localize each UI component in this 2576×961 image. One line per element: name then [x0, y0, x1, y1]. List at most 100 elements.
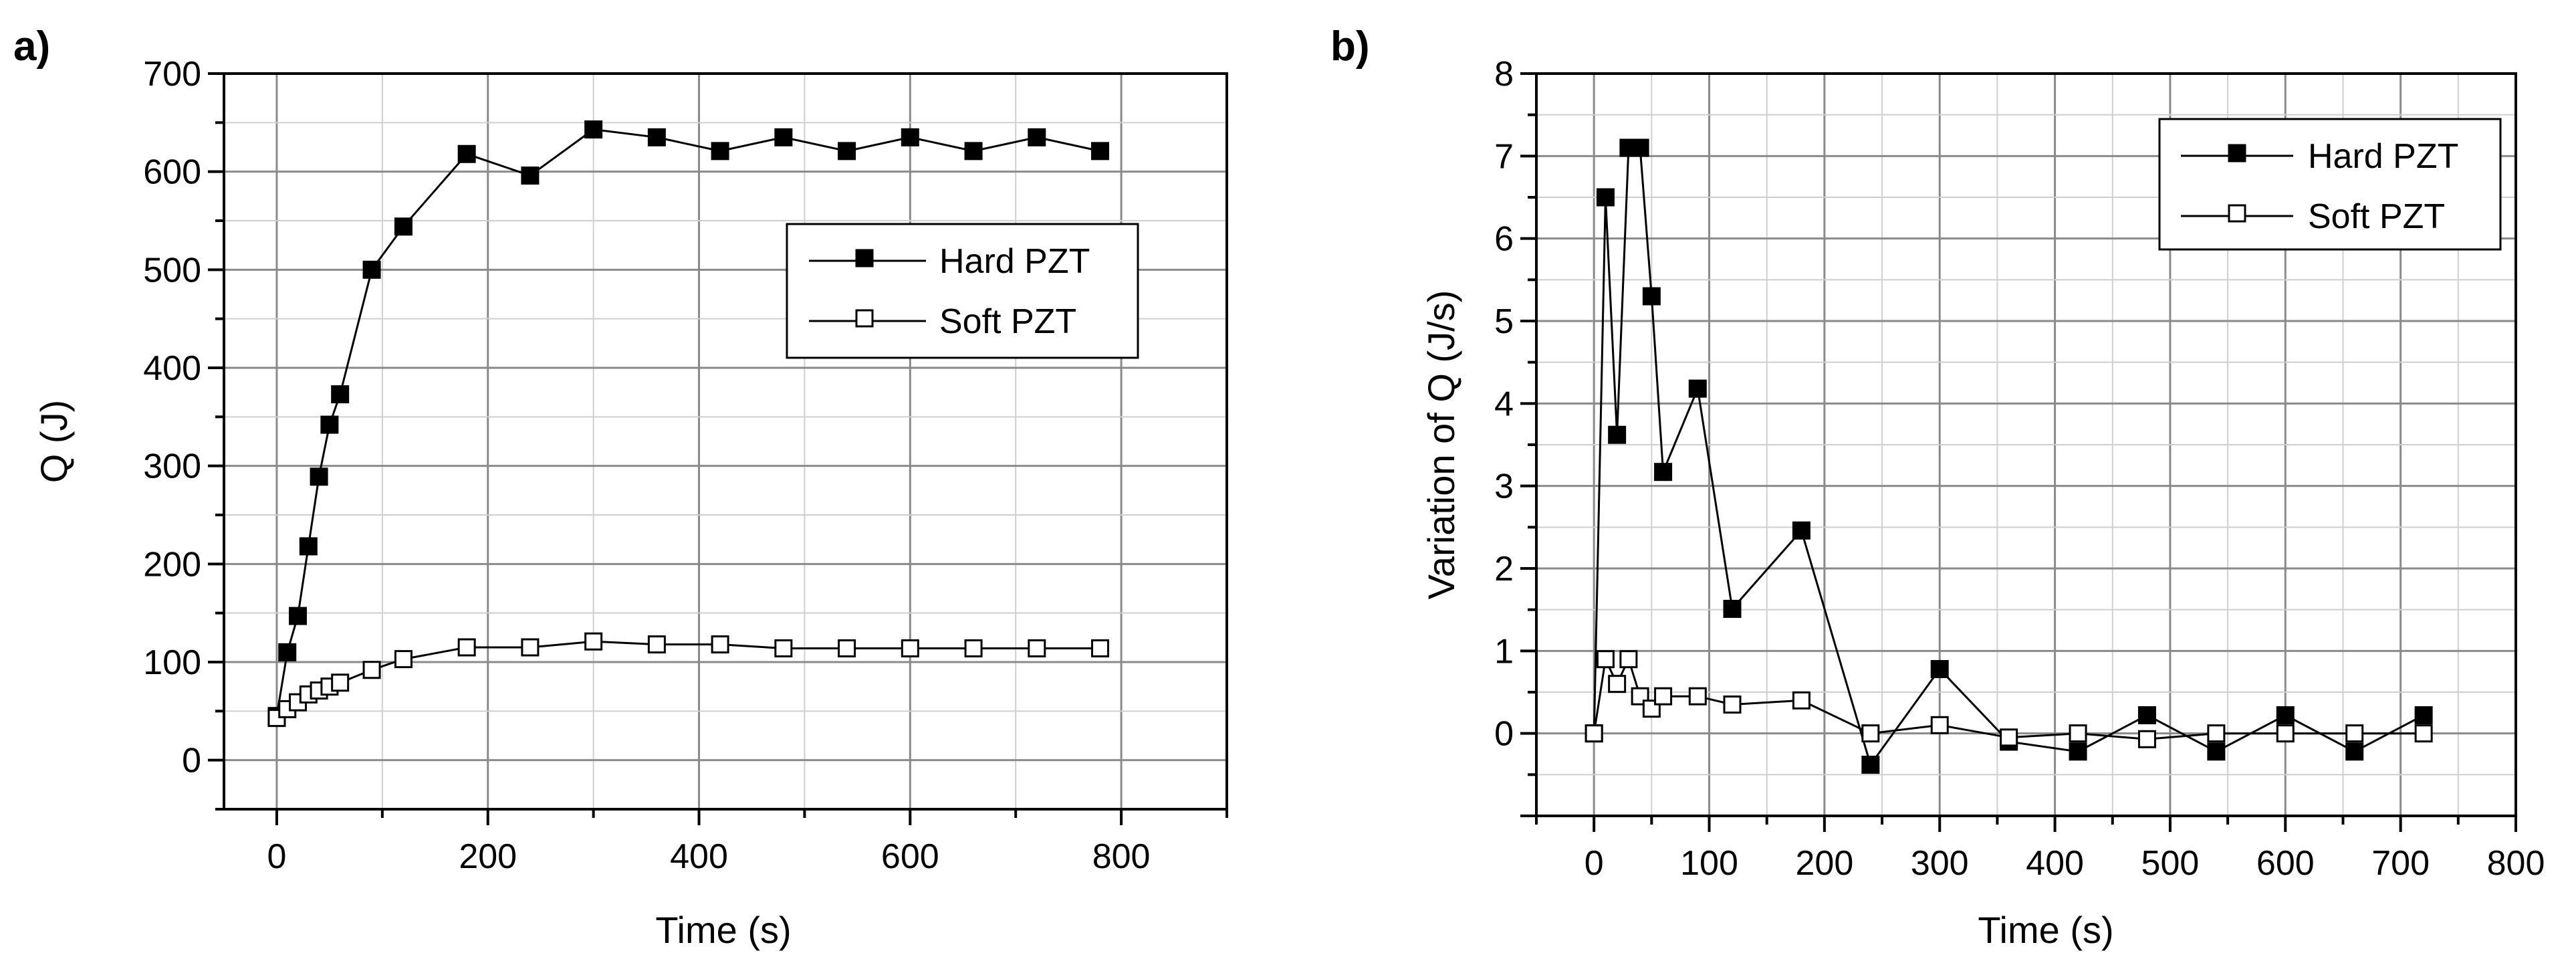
legend-label-soft-pzt: Soft PZT: [939, 302, 1076, 341]
panel-b-x-tick-label: 400: [2026, 844, 2084, 883]
panel-b-x-tick-label: 800: [2487, 844, 2545, 883]
panel-b-point-hard-pzt: [1642, 287, 1661, 306]
panel-a-series-line-hard-pzt: [275, 128, 1100, 716]
panel-a-label: a): [13, 23, 50, 70]
panel-b-y-tick-label: 6: [1494, 220, 1514, 259]
panel-a-x-tick-label: 0: [267, 837, 286, 876]
panel-b-point-soft-pzt: [2345, 724, 2364, 743]
panel-a-point-hard-pzt: [1028, 128, 1046, 146]
panel-b-point-soft-pzt: [1861, 724, 1880, 743]
legend-marker-soft-pzt: [855, 309, 874, 328]
panel-b-y-tick-label: 3: [1494, 467, 1514, 506]
panel-b-y-axis-title: Variation of Q (J/s): [1420, 290, 1462, 600]
panel-a-point-hard-pzt: [838, 142, 856, 161]
panel-b-y-tick-label: 5: [1494, 302, 1514, 341]
panel-b-point-soft-pzt: [2069, 724, 2087, 743]
panel-b-label: b): [1330, 23, 1370, 70]
panel-b-point-soft-pzt: [2137, 730, 2156, 748]
legend-marker-soft-pzt: [2228, 204, 2246, 223]
panel-a-point-hard-pzt: [774, 128, 793, 146]
panel-a-x-tick-label: 400: [670, 837, 728, 876]
panel-b-point-hard-pzt: [1631, 138, 1649, 157]
panel-b-point-soft-pzt: [1608, 675, 1627, 693]
panel-b-point-hard-pzt: [1608, 425, 1627, 444]
panel-b-legend-box: [2158, 118, 2502, 251]
panel-b-point-hard-pzt: [1930, 659, 1949, 678]
panel-b-point-hard-pzt: [1654, 463, 1673, 482]
panel-b-x-tick-label: 300: [1911, 844, 1969, 883]
panel-a-point-soft-pzt: [521, 638, 540, 657]
panel-a-grid: [224, 72, 1227, 810]
panel-a-point-soft-pzt: [331, 673, 350, 692]
panel-b-point-soft-pzt: [1688, 687, 1707, 706]
legend-label-hard-pzt: Hard PZT: [2308, 137, 2458, 176]
panel-a-y-tick-label: 400: [143, 349, 201, 388]
panel-b-x-axis-title: Time (s): [1978, 909, 2113, 951]
legend-marker-hard-pzt: [855, 249, 874, 268]
panel-b-point-hard-pzt: [2414, 706, 2433, 725]
panel-b-chart: b) 0 100 200 300 400 500 600 700 800 0 1 2 3 4 5 6 7 8 Ti…: [1330, 23, 2545, 951]
panel-b-series: [1585, 138, 2433, 774]
panel-a-point-soft-pzt: [838, 639, 856, 657]
panel-b-y-tick-label: 8: [1494, 55, 1514, 94]
panel-b-point-soft-pzt: [2414, 724, 2433, 743]
panel-a-point-hard-pzt: [901, 128, 919, 146]
panel-a-y-tick-label: 500: [143, 251, 201, 290]
panel-b-point-soft-pzt: [1596, 650, 1615, 669]
panel-a-point-hard-pzt: [278, 643, 297, 661]
panel-b-plot-frame: [1535, 72, 2517, 817]
panel-a-x-axis-title: Time (s): [655, 909, 791, 951]
panel-a-point-hard-pzt: [647, 128, 666, 146]
legend-marker-hard-pzt: [2228, 144, 2246, 163]
panel-a-point-hard-pzt: [310, 467, 328, 486]
panel-b-point-soft-pzt: [1792, 691, 1810, 710]
panel-a-point-hard-pzt: [457, 144, 476, 163]
panel-a-point-hard-pzt: [362, 260, 381, 279]
panel-b-ticks: 0 100 200 300 400 500 600 700 800 0 1 2 3 4 5 6 7 8: [1494, 55, 2545, 883]
panel-a-point-soft-pzt: [774, 639, 793, 657]
panel-b-series-line-soft-pzt: [1593, 655, 2424, 740]
panel-a-point-soft-pzt: [457, 638, 476, 657]
panel-a-series: [267, 120, 1110, 728]
panel-b-point-soft-pzt: [1654, 687, 1673, 706]
panel-a-point-hard-pzt: [299, 537, 318, 556]
panel-a-point-soft-pzt: [584, 632, 603, 651]
panel-a-y-tick-label: 100: [143, 643, 201, 682]
panel-b-point-soft-pzt: [1619, 650, 1638, 669]
panel-b-point-hard-pzt: [2207, 742, 2226, 761]
panel-b-point-hard-pzt: [2137, 706, 2156, 725]
panel-a-point-hard-pzt: [1091, 142, 1110, 161]
panel-b-point-soft-pzt: [2000, 728, 2018, 747]
panel-a-point-soft-pzt: [901, 639, 919, 657]
panel-b-point-hard-pzt: [1688, 379, 1707, 398]
panel-a-point-soft-pzt: [1091, 639, 1110, 657]
panel-a-point-hard-pzt: [521, 167, 540, 185]
panel-a-legend: Hard PZT Soft PZT: [786, 223, 1139, 359]
panel-b-point-hard-pzt: [2276, 706, 2295, 725]
panel-b-point-hard-pzt: [1596, 188, 1615, 207]
panel-a-point-hard-pzt: [394, 217, 413, 236]
panel-b-point-soft-pzt: [2207, 724, 2226, 743]
panel-b-y-tick-label: 2: [1494, 550, 1514, 589]
panel-a-y-axis-title: Q (J): [33, 400, 75, 483]
panel-b-point-hard-pzt: [1861, 756, 1880, 774]
panel-a-chart: a) 0 200 400 600 800 0 100 200 300 400 500 600 700 T…: [13, 23, 1228, 951]
panel-a-y-tick-label: 300: [143, 447, 201, 486]
panel-a-y-tick-label: 600: [143, 153, 201, 192]
panel-a-point-soft-pzt: [362, 661, 381, 679]
panel-b-point-hard-pzt: [1792, 521, 1810, 540]
panel-a-x-tick-label: 800: [1092, 837, 1151, 876]
panel-b-point-hard-pzt: [2069, 742, 2087, 761]
panel-a-point-soft-pzt: [394, 650, 413, 669]
panel-a-point-hard-pzt: [711, 142, 729, 161]
panel-b-y-tick-label: 1: [1494, 632, 1514, 671]
panel-a-legend-box: [786, 223, 1139, 359]
panel-a-point-hard-pzt: [289, 607, 308, 625]
panel-a-point-hard-pzt: [964, 142, 983, 161]
panel-a-point-soft-pzt: [964, 639, 983, 657]
legend-label-hard-pzt: Hard PZT: [939, 242, 1090, 281]
panel-a-x-tick-label: 200: [459, 837, 517, 876]
panel-b-legend: Hard PZT Soft PZT: [2158, 118, 2502, 251]
panel-b-point-hard-pzt: [1723, 599, 1742, 618]
